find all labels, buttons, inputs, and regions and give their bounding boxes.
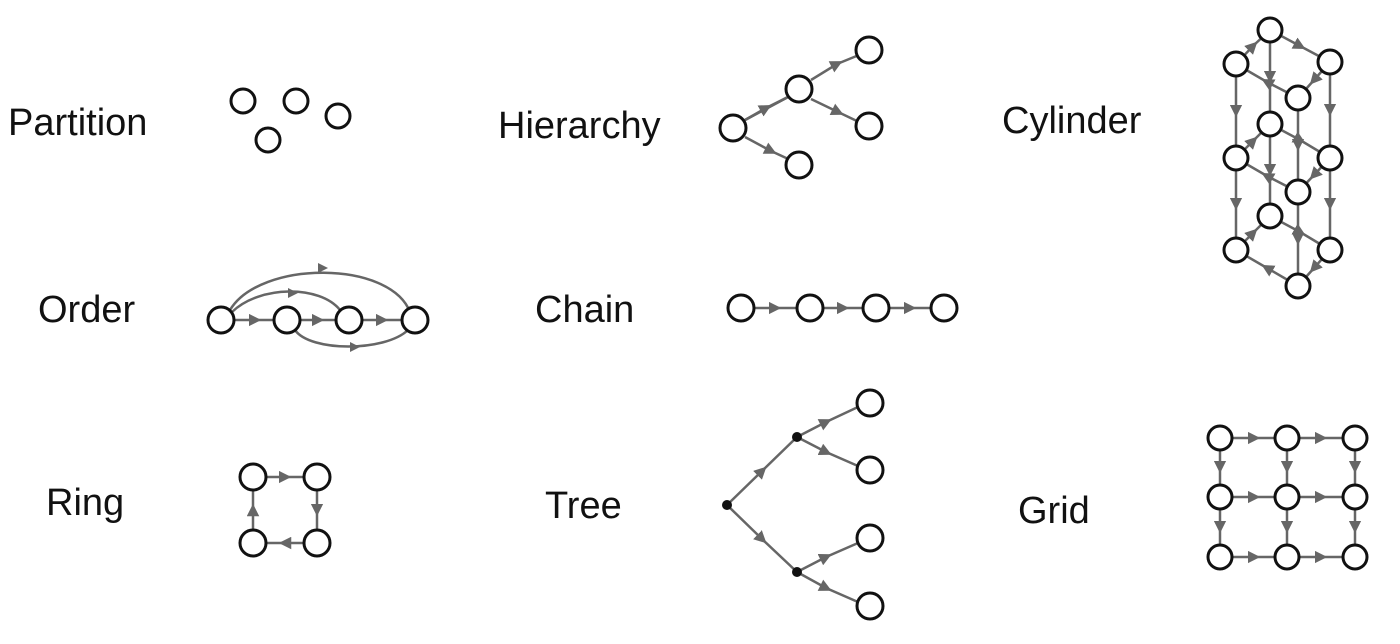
tree-branch-point [722, 500, 732, 510]
hierarchy-graph [718, 35, 884, 180]
grid-graph [1206, 424, 1369, 571]
graph-node [1273, 483, 1301, 511]
graph-node [854, 35, 884, 65]
graph-edge [796, 541, 859, 574]
graph-node [855, 388, 885, 418]
edge-arrowhead [318, 263, 328, 273]
graph-node [1222, 50, 1250, 78]
tree-graph [722, 388, 885, 621]
graph-edge [796, 405, 859, 439]
graph-node [855, 523, 885, 553]
graph-node [238, 462, 268, 492]
graph-node [1206, 424, 1234, 452]
tree-branch-point [792, 567, 802, 577]
graph-node [1284, 272, 1312, 300]
graph-node [929, 293, 959, 323]
label-chain: Chain [535, 289, 634, 331]
graph-node [1256, 202, 1284, 230]
graph-edge [810, 53, 860, 82]
graph-node [302, 462, 332, 492]
graph-node [1284, 84, 1312, 112]
graph-node [861, 293, 891, 323]
graph-node [1341, 424, 1369, 452]
graph-node [795, 293, 825, 323]
graph-node [238, 528, 268, 558]
graph-node [855, 591, 885, 621]
graph-node [1256, 16, 1284, 44]
edge-arrowhead [350, 342, 360, 352]
graph-node [1316, 236, 1344, 264]
graph-node [1284, 178, 1312, 206]
graph-node [1316, 48, 1344, 76]
graph-node [400, 305, 430, 335]
graph-node [1341, 543, 1369, 571]
label-tree: Tree [545, 485, 622, 527]
graph-node [726, 293, 756, 323]
graph-node [302, 528, 332, 558]
graph-edge [796, 435, 859, 468]
graph-edge [810, 97, 860, 124]
edge-arrowhead [288, 288, 298, 298]
graph-node [1206, 483, 1234, 511]
cylinder-graph [1222, 16, 1344, 300]
graph-node [784, 74, 814, 104]
label-hierarchy: Hierarchy [498, 105, 661, 147]
order-graph [206, 263, 430, 352]
graph-node [1222, 144, 1250, 172]
graph-edge [293, 329, 409, 348]
graph-node [1273, 424, 1301, 452]
chain-graph [726, 293, 959, 323]
graph-node [272, 305, 302, 335]
graph-node [206, 305, 236, 335]
tree-branch-point [792, 432, 802, 442]
graph-node [254, 126, 282, 154]
graph-edge [726, 436, 798, 506]
graph-edge [228, 271, 412, 313]
graph-node [854, 111, 884, 141]
graph-edge [744, 95, 789, 122]
graph-node [855, 455, 885, 485]
label-partition: Partition [8, 102, 147, 144]
label-cylinder: Cylinder [1002, 100, 1142, 142]
graph-node [282, 87, 310, 115]
graph-node [784, 150, 814, 180]
graph-node [1316, 144, 1344, 172]
graph-node [1256, 110, 1284, 138]
graph-node [1222, 236, 1250, 264]
graph-node [718, 113, 748, 143]
ring-graph [238, 462, 332, 558]
graph-node [324, 102, 352, 130]
partition-graph [229, 87, 352, 154]
graph-node [334, 305, 364, 335]
label-grid: Grid [1018, 490, 1090, 532]
graph-node [1341, 483, 1369, 511]
graph-node [1273, 543, 1301, 571]
graph-node [1206, 543, 1234, 571]
graph-node [229, 87, 257, 115]
label-order: Order [38, 289, 135, 331]
graph-edge [726, 504, 798, 573]
label-ring: Ring [46, 482, 124, 524]
graph-edge [796, 570, 859, 604]
